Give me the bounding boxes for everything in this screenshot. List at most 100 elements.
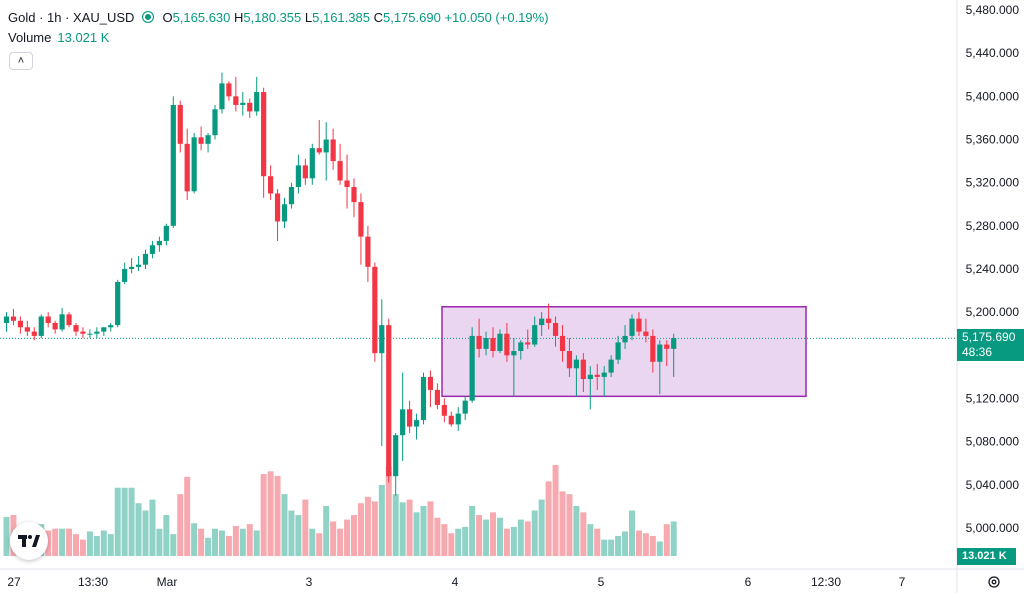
- volume-bar: [260, 474, 267, 556]
- volume-bar: [128, 487, 135, 556]
- candle-up: [622, 335, 628, 343]
- volume-bar: [364, 496, 371, 556]
- candle-up: [108, 325, 114, 328]
- candle-up: [629, 318, 635, 336]
- volume-bar: [225, 535, 232, 556]
- candle-down: [184, 143, 190, 192]
- price-tick-label: 5,040.000: [966, 478, 1020, 492]
- tradingview-logo-icon[interactable]: [10, 522, 48, 560]
- candle-down: [17, 320, 23, 328]
- volume-bar: [73, 534, 79, 556]
- candle-down: [80, 331, 86, 334]
- volume-bar: [309, 528, 316, 556]
- candle-up: [532, 325, 538, 345]
- volume-legend[interactable]: Volume 13.021 K: [8, 30, 109, 45]
- candle-down: [10, 316, 17, 321]
- time-tick-label: 3: [306, 575, 313, 589]
- volume-bar: [580, 512, 587, 556]
- candle-down: [73, 325, 79, 332]
- volume-bar: [490, 512, 496, 556]
- volume-bar: [413, 512, 420, 556]
- candle-up: [3, 316, 10, 323]
- candle-up: [219, 83, 225, 110]
- candle-up: [469, 335, 475, 401]
- candle-up: [462, 400, 468, 414]
- volume-bar: [483, 519, 490, 556]
- candle-down: [650, 335, 656, 362]
- volume-bar: [107, 534, 114, 556]
- volume-bar: [406, 499, 413, 556]
- candle-down: [594, 374, 600, 377]
- bar-countdown: 48:36: [962, 345, 993, 360]
- candle-up: [518, 342, 524, 352]
- volume-bar: [218, 530, 225, 556]
- candle-up: [254, 92, 260, 112]
- volume-bar: [503, 528, 510, 556]
- volume-bar: [642, 533, 649, 556]
- candle-down: [66, 314, 72, 326]
- range-rectangle[interactable]: [441, 306, 807, 398]
- volume-bar: [552, 465, 559, 556]
- settings-gear-icon[interactable]: [986, 574, 1002, 590]
- candle-down: [247, 102, 253, 112]
- last-price-value: 5,175.690: [962, 330, 1016, 345]
- candle-up: [511, 351, 517, 356]
- volume-bar: [149, 499, 156, 556]
- volume-bar: [357, 503, 364, 556]
- volume-bar: [274, 475, 281, 556]
- high-value: 5,180.355: [243, 9, 302, 25]
- candle-down: [268, 176, 274, 194]
- candle-up: [170, 104, 176, 226]
- candle-down: [504, 333, 510, 356]
- low-label: L: [304, 9, 313, 25]
- candle-down: [643, 331, 649, 336]
- volume-bar: [434, 517, 441, 556]
- volume-bar: [330, 521, 337, 556]
- price-tick-label: 5,320.000: [966, 176, 1020, 190]
- volume-bar: [239, 528, 246, 556]
- candle-up: [587, 374, 593, 380]
- open-label: O: [162, 9, 173, 25]
- volume-bar: [45, 530, 52, 556]
- volume-badge: 13.021 K: [957, 548, 1016, 565]
- time-tick-label: 13:30: [78, 575, 108, 589]
- volume-bar: [288, 510, 295, 556]
- volume-bar: [649, 535, 656, 556]
- candle-up: [608, 359, 614, 373]
- volume-bar: [323, 505, 330, 556]
- volume-bar: [531, 510, 538, 556]
- candle-up: [413, 420, 420, 427]
- volume-bar: [3, 516, 10, 556]
- candle-up: [191, 137, 197, 192]
- time-tick-label: 27: [7, 575, 21, 589]
- candle-up: [212, 109, 218, 136]
- candle-down: [372, 266, 378, 354]
- volume-bar: [246, 524, 253, 556]
- candle-up: [615, 342, 621, 360]
- volume-bar: [663, 524, 670, 556]
- candle-down: [365, 236, 371, 267]
- volume-bar: [337, 528, 344, 556]
- volume-bar: [587, 524, 594, 556]
- candle-down: [45, 316, 51, 323]
- time-tick-label: 6: [745, 575, 752, 589]
- candle-down: [490, 338, 496, 352]
- candle-down: [226, 83, 232, 97]
- volume-bar: [114, 487, 121, 556]
- candle-down: [407, 409, 413, 427]
- collapse-legend-button[interactable]: ˄: [9, 52, 33, 70]
- candle-up: [156, 240, 162, 246]
- volume-bar: [656, 541, 663, 556]
- volume-bar: [448, 533, 455, 556]
- candle-up: [149, 245, 156, 254]
- volume-bar: [427, 501, 434, 556]
- symbol-title[interactable]: Gold · 1h · XAU_USD: [8, 9, 135, 25]
- volume-bar: [205, 537, 212, 556]
- change-value: +10.050 (+0.19%): [444, 9, 549, 25]
- candle-up: [122, 269, 128, 282]
- time-tick-label: 5: [598, 575, 605, 589]
- price-tick-label: 5,280.000: [966, 219, 1020, 233]
- volume-bar: [635, 530, 642, 556]
- chevron-up-icon: ˄: [17, 55, 25, 67]
